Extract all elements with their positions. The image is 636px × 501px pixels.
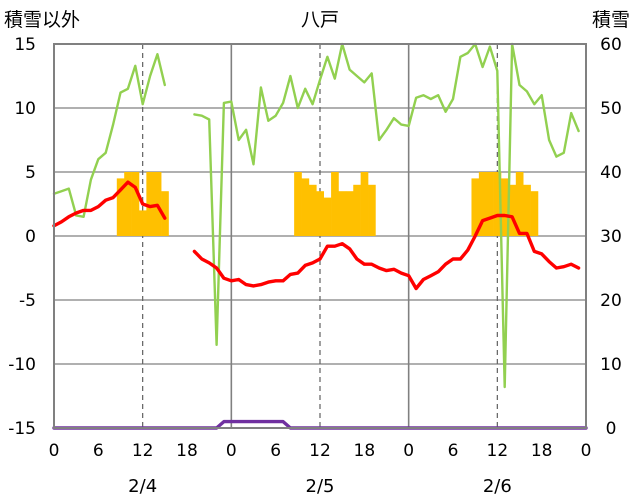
snow-bar: [301, 178, 310, 236]
snow-bar: [124, 172, 132, 236]
snow-bar: [316, 191, 324, 236]
snow-bar: [508, 184, 517, 236]
snow-bar: [323, 197, 332, 236]
snow-bar: [478, 172, 487, 236]
green-series-line: [52, 53, 166, 218]
x-tick-label: 0: [403, 441, 414, 461]
right-tick-label: 10: [600, 355, 622, 375]
x-tick-label: 12: [487, 441, 509, 461]
snow-bars: [116, 172, 539, 236]
x-tick-label: 0: [581, 441, 592, 461]
snow-bar: [338, 191, 347, 236]
snow-bar: [501, 178, 509, 236]
left-tick-label: 5: [25, 163, 36, 183]
right-axis-label: 積雪: [592, 9, 630, 31]
snow-bar: [116, 178, 125, 236]
right-tick-label: 20: [600, 291, 622, 311]
x-tick-label: 6: [270, 441, 281, 461]
snow-bar: [345, 191, 354, 236]
snow-bar: [331, 172, 339, 236]
snow-bar: [161, 191, 169, 236]
x-tick-label: 18: [176, 441, 198, 461]
snow-bar: [493, 172, 502, 236]
left-axis-label: 積雪以外: [4, 9, 80, 31]
left-tick-label: -10: [8, 355, 36, 375]
x-tick-label: 0: [49, 441, 60, 461]
green-series-line: [193, 42, 580, 389]
right-tick-label: 40: [600, 163, 622, 183]
x-tick-label: 12: [132, 441, 154, 461]
snow-bar: [471, 178, 480, 236]
snow-bar: [360, 172, 369, 236]
left-tick-label: 10: [14, 99, 36, 119]
left-tick-label: -5: [19, 291, 36, 311]
chart-title: 八戸: [301, 9, 339, 31]
right-tick-label: 0: [606, 419, 617, 439]
snow-bar: [515, 172, 524, 236]
snow-bar: [530, 191, 539, 236]
x-tick-label: 18: [531, 441, 553, 461]
left-tick-label: 0: [25, 227, 36, 247]
snow-bar: [368, 184, 376, 236]
x-tick-label: 0: [226, 441, 237, 461]
day-label: 2/6: [483, 476, 512, 497]
snow-bar: [523, 184, 531, 236]
left-tick-label: -15: [8, 419, 36, 439]
x-tick-label: 6: [448, 441, 459, 461]
temperature-line: [192, 213, 581, 291]
plot-frame: [53, 43, 587, 429]
snow-bar: [353, 184, 361, 236]
snow-bar: [486, 172, 494, 236]
right-tick-label: 60: [600, 35, 622, 55]
snow-bar: [294, 172, 302, 236]
right-tick-label: 30: [600, 227, 622, 247]
x-tick-label: 12: [309, 441, 331, 461]
x-tick-label: 18: [354, 441, 376, 461]
day-label: 2/4: [128, 476, 157, 497]
snow-bar: [146, 172, 155, 236]
plot-border: [53, 43, 587, 429]
left-tick-label: 15: [14, 35, 36, 55]
snow-bar: [138, 210, 147, 236]
right-tick-label: 50: [600, 99, 622, 119]
snow-bar: [308, 184, 317, 236]
day-label: 2/5: [306, 476, 335, 497]
x-tick-label: 6: [93, 441, 104, 461]
snow-bar: [131, 172, 140, 236]
temperature-line: [52, 180, 167, 228]
